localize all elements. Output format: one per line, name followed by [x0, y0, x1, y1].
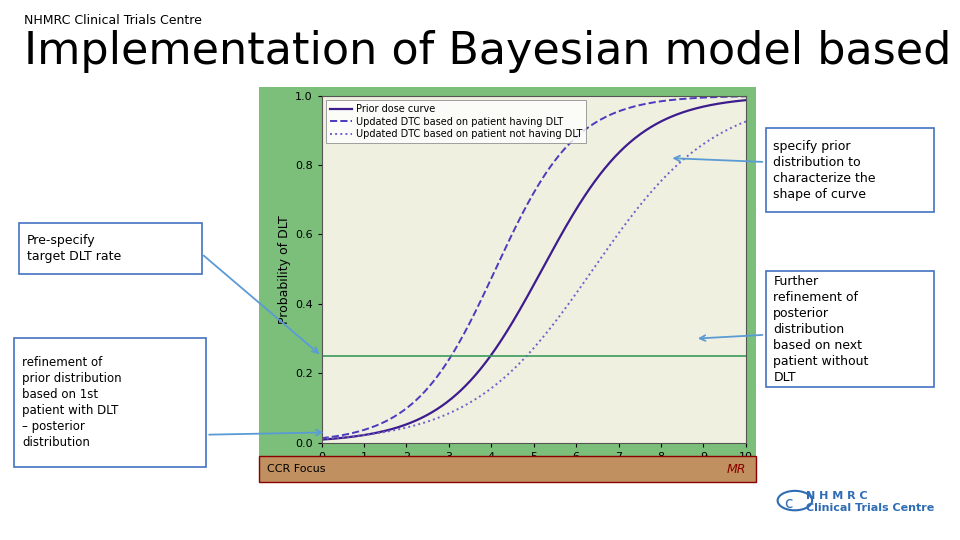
Prior dose curve: [517, 301, 529, 307]
Y-axis label: Probability of DLT: Probability of DLT: [277, 215, 291, 323]
Updated DTC based on patient not having DLT: [517, 356, 529, 363]
Updated DTC based on patient having DLT: [730, 93, 741, 100]
Updated DTC based on patient not having DLT: [740, 118, 752, 125]
Updated DTC based on patient having DLT: [663, 97, 675, 104]
Updated DTC based on patient having DLT: [517, 209, 529, 215]
Legend: Prior dose curve, Updated DTC based on patient having DLT, Updated DTC based on : Prior dose curve, Updated DTC based on p…: [326, 100, 586, 143]
Text: refinement of
prior distribution
based on 1st
patient with DLT
– posterior
distr: refinement of prior distribution based o…: [22, 356, 122, 449]
Prior dose curve: [663, 114, 675, 121]
Updated DTC based on patient not having DLT: [520, 354, 532, 360]
Line: Prior dose curve: Prior dose curve: [322, 100, 746, 440]
Updated DTC based on patient not having DLT: [545, 324, 557, 330]
Text: CCR Focus: CCR Focus: [267, 464, 325, 474]
Text: ᴄ: ᴄ: [784, 496, 792, 511]
Prior dose curve: [740, 97, 752, 103]
Updated DTC based on patient not having DLT: [568, 293, 580, 300]
Line: Updated DTC based on patient not having DLT: Updated DTC based on patient not having …: [322, 122, 746, 439]
Text: MR: MR: [727, 463, 746, 476]
Updated DTC based on patient having DLT: [568, 136, 580, 142]
X-axis label: Dose: Dose: [516, 466, 551, 479]
Text: specify prior
distribution to
characterize the
shape of curve: specify prior distribution to characteri…: [774, 140, 876, 200]
Prior dose curve: [545, 249, 557, 256]
Updated DTC based on patient not having DLT: [730, 123, 741, 129]
Updated DTC based on patient having DLT: [545, 163, 557, 169]
Prior dose curve: [520, 296, 532, 302]
Updated DTC based on patient having DLT: [520, 204, 532, 211]
Updated DTC based on patient not having DLT: [663, 169, 675, 176]
Updated DTC based on patient not having DLT: [316, 436, 327, 442]
Text: Further
refinement of
posterior
distribution
based on next
patient without
DLT: Further refinement of posterior distribu…: [774, 275, 869, 384]
Text: N H M R C
Clinical Trials Centre: N H M R C Clinical Trials Centre: [806, 491, 935, 513]
Text: Pre-specify
target DLT rate: Pre-specify target DLT rate: [27, 234, 121, 263]
Prior dose curve: [568, 210, 580, 216]
Text: Implementation of Bayesian model based design: Implementation of Bayesian model based d…: [24, 30, 960, 73]
Updated DTC based on patient having DLT: [740, 93, 752, 99]
Prior dose curve: [730, 98, 741, 104]
Prior dose curve: [316, 436, 327, 443]
Updated DTC based on patient having DLT: [316, 435, 327, 441]
Text: NHMRC Clinical Trials Centre: NHMRC Clinical Trials Centre: [24, 14, 202, 26]
Line: Updated DTC based on patient having DLT: Updated DTC based on patient having DLT: [322, 96, 746, 438]
